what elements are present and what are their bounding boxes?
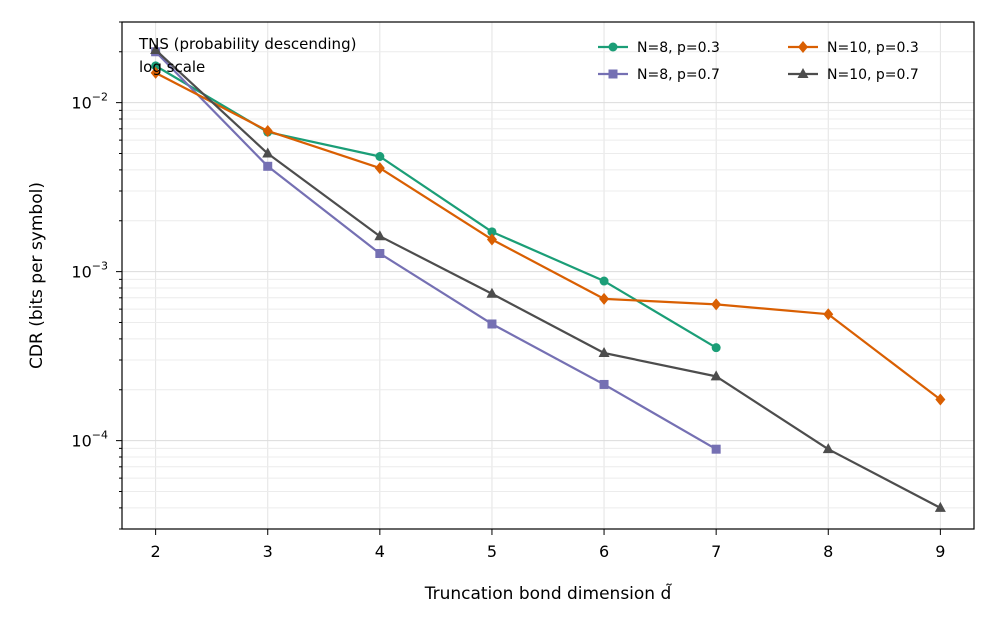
legend-label: N=10, p=0.3 (827, 40, 919, 56)
data-point (150, 66, 161, 79)
data-point (262, 147, 274, 158)
data-point (486, 287, 498, 298)
data-point (823, 308, 834, 321)
legend: N=8, p=0.3 N=10, p=0.3 N=8, p=0.7 N=10, p=0… (598, 40, 919, 83)
data-point (375, 152, 385, 162)
data-point (262, 124, 273, 137)
y-tick-label: 10−3 (71, 260, 108, 282)
legend-marker (797, 68, 809, 78)
data-point (375, 249, 385, 259)
data-point (711, 343, 721, 353)
series-line (154, 50, 717, 451)
series-3 (150, 66, 946, 406)
axis-ticks: 2 3 4 5 6 7 8 9 10−2 10−3 10−4 (71, 21, 945, 561)
data-point (599, 276, 609, 286)
annotation-line-2: log scale (139, 58, 205, 76)
data-point (935, 393, 946, 406)
data-point (150, 43, 162, 54)
series-1 (151, 61, 721, 353)
legend-entry-2: N=10, p=0.3 (788, 40, 919, 56)
plot-area-frame (121, 21, 975, 530)
data-point (374, 230, 386, 241)
legend-label: N=10, p=0.7 (827, 67, 919, 83)
x-tick-label: 9 (935, 542, 945, 561)
series-line (154, 49, 941, 509)
x-tick-label: 2 (151, 542, 161, 561)
data-point (263, 161, 273, 171)
data-point (487, 227, 497, 237)
y-tick-label: 10−4 (71, 429, 108, 451)
data-point (374, 162, 385, 175)
legend-marker (608, 42, 618, 52)
data-point (599, 292, 610, 305)
series-line (155, 64, 717, 349)
legend-label: N=8, p=0.7 (637, 67, 720, 83)
x-tick-label: 4 (375, 542, 385, 561)
grid-lines (122, 21, 974, 530)
data-point (934, 501, 946, 512)
x-tick-label: 5 (487, 542, 497, 561)
data-point (599, 379, 609, 389)
series-4 (150, 43, 946, 512)
annotation-line-1: TNS (probability descending) (138, 35, 356, 53)
x-tick-label: 7 (711, 542, 721, 561)
data-point (822, 443, 834, 454)
data-point (486, 233, 497, 246)
legend-entry-3: N=8, p=0.7 (598, 67, 720, 83)
series-line (155, 71, 942, 401)
legend-label: N=8, p=0.3 (637, 40, 720, 56)
y-tick-label: 10−2 (71, 91, 108, 113)
series-layer (150, 43, 946, 512)
data-point (598, 347, 610, 358)
legend-marker (798, 41, 808, 53)
x-tick-label: 3 (263, 542, 273, 561)
x-tick-label: 8 (823, 542, 833, 561)
x-tick-label: 6 (599, 542, 609, 561)
data-point (487, 319, 497, 329)
y-axis-label: CDR (bits per symbol) (27, 182, 47, 369)
legend-marker (608, 69, 618, 79)
legend-entry-4: N=10, p=0.7 (788, 67, 919, 83)
legend-entry-1: N=8, p=0.3 (598, 40, 720, 56)
data-point (710, 370, 722, 381)
data-point (711, 298, 722, 311)
data-point (151, 61, 161, 71)
x-axis-label: Truncation bond dimension d̃ (424, 583, 673, 604)
series-2 (151, 47, 721, 454)
data-point (711, 444, 721, 454)
